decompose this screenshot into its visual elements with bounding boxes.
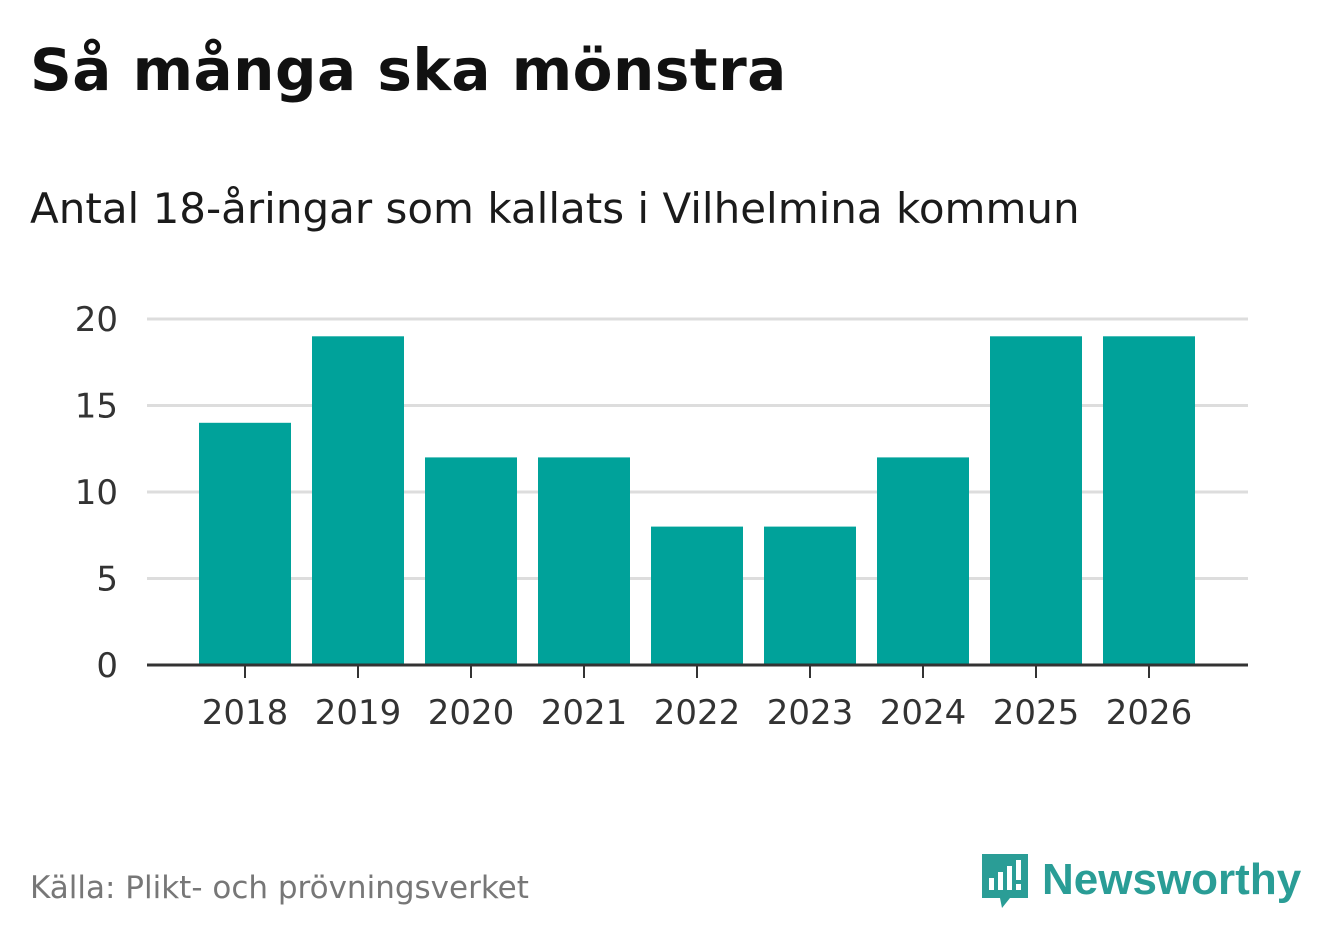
newsworthy-logo-icon — [982, 854, 1028, 908]
bar-2022 — [651, 526, 743, 665]
bar-2025 — [990, 336, 1082, 665]
y-tick-label: 20 — [75, 300, 118, 340]
x-tick-label: 2023 — [767, 693, 854, 733]
brand-name: Newsworthy — [1042, 855, 1302, 904]
y-tick-label: 15 — [75, 387, 118, 427]
chart-subtitle: Antal 18-åringar som kallats i Vilhelmin… — [30, 184, 1080, 233]
y-tick-label: 5 — [96, 560, 118, 600]
bar-2021 — [538, 457, 630, 665]
bar-2019 — [312, 336, 404, 665]
x-tick-label: 2022 — [654, 693, 741, 733]
y-tick-label: 10 — [75, 473, 118, 513]
x-tick-label: 2019 — [315, 693, 402, 733]
x-tick-label: 2021 — [541, 693, 628, 733]
source-note: Källa: Plikt- och prövningsverket — [30, 870, 529, 906]
brand-logo: Newsworthy — [980, 850, 1301, 910]
bar-2020 — [425, 457, 517, 665]
x-tick-label: 2024 — [880, 693, 967, 733]
bar-2026 — [1103, 336, 1195, 665]
x-tick-label: 2026 — [1106, 693, 1193, 733]
y-tick-label: 0 — [96, 646, 118, 686]
x-tick-label: 2018 — [202, 693, 289, 733]
bar-2023 — [764, 526, 856, 665]
x-tick-label: 2025 — [993, 693, 1080, 733]
bar-2018 — [199, 422, 291, 665]
x-tick-label: 2020 — [428, 693, 515, 733]
bar-2024 — [877, 457, 969, 665]
chart-title: Så många ska mönstra — [30, 36, 787, 104]
